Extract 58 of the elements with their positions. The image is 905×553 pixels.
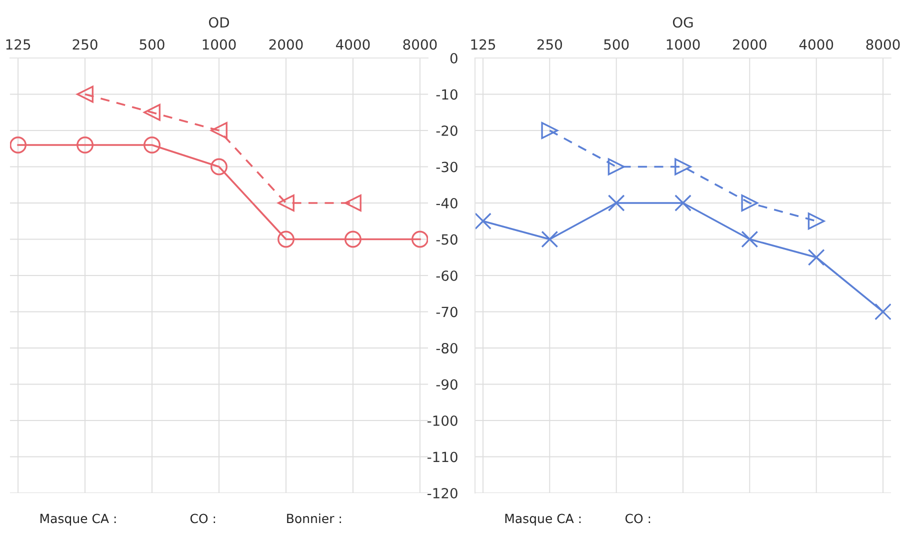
point [76, 86, 94, 103]
text: Masque CA : [40, 514, 116, 526]
y-tick-label: -110 [427, 452, 458, 462]
x-tick-label: 1000 [202, 39, 236, 50]
point [808, 248, 825, 266]
point [808, 212, 825, 230]
y-tick-label: -70 [436, 306, 458, 318]
x-tick-label: 125 [471, 39, 496, 50]
point [741, 194, 758, 212]
x-tick-label: 4000 [799, 39, 834, 50]
x-tick-label: 125 [6, 39, 30, 50]
y-tick-label: 0 [450, 52, 458, 64]
y-tick-label: -50 [436, 234, 458, 245]
y-tick-label: -100 [427, 415, 458, 426]
point [541, 122, 558, 139]
y-tick-label: -80 [436, 342, 458, 354]
x-tick-label: 8000 [403, 39, 437, 50]
text: CO : [190, 514, 216, 524]
point [608, 158, 625, 176]
chart-title: OG [672, 17, 693, 28]
y-tick-label: -120 [427, 488, 458, 498]
point [674, 158, 692, 176]
point [411, 230, 428, 248]
text: Masque CA : [505, 514, 581, 526]
point [278, 194, 294, 212]
point [674, 194, 692, 212]
x-tick-label: 1000 [666, 39, 700, 50]
point [144, 104, 160, 121]
y-tick-label: -30 [436, 162, 458, 172]
y-tick-label: -90 [436, 379, 458, 390]
point [76, 136, 94, 154]
point [344, 230, 362, 248]
point [741, 230, 758, 248]
point [475, 212, 492, 230]
x-tick-label: 2000 [269, 39, 303, 50]
text: Bonnier : [287, 514, 341, 524]
point [210, 122, 228, 139]
x-tick-label: 500 [140, 39, 164, 50]
y-tick-label: -10 [436, 89, 458, 100]
x-tick-label: 2000 [733, 39, 766, 50]
x-tick-label: 250 [72, 39, 98, 50]
x-tick-label: 500 [604, 39, 629, 50]
text: CO : [625, 514, 650, 524]
point [541, 230, 558, 248]
point [144, 136, 160, 154]
y-tick-label: -20 [436, 125, 458, 136]
x-tick-label: 250 [537, 39, 562, 50]
y-tick-label: -60 [436, 270, 458, 281]
point [278, 230, 294, 248]
y-tick-label: -40 [436, 198, 458, 208]
x-tick-label: 8000 [866, 39, 900, 50]
point [874, 303, 891, 320]
point [344, 194, 362, 212]
point [608, 194, 625, 212]
chart-title: OD [208, 17, 229, 28]
x-tick-label: 4000 [336, 39, 370, 50]
point [10, 136, 27, 154]
point [210, 158, 228, 176]
